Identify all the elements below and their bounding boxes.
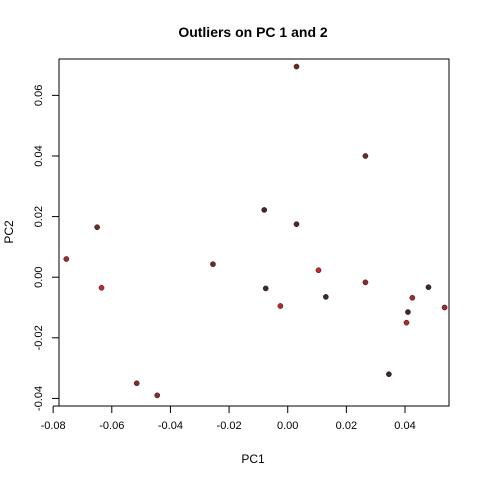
data-point <box>98 284 105 291</box>
data-point <box>293 63 300 70</box>
data-point <box>262 285 269 292</box>
data-point <box>441 304 448 311</box>
y-tick-label: 0.06 <box>33 85 45 106</box>
data-point <box>293 221 300 228</box>
data-point <box>322 294 329 300</box>
data-point <box>261 207 268 213</box>
x-tick-label: 0.04 <box>394 420 415 432</box>
data-point <box>362 153 369 159</box>
y-axis-label: PC2 <box>2 220 16 244</box>
data-points <box>63 63 448 399</box>
x-tick-label: 0.00 <box>277 420 298 432</box>
data-point <box>63 256 70 262</box>
data-point <box>386 371 392 378</box>
x-axis-label: PC1 <box>241 452 265 466</box>
data-point <box>403 319 410 326</box>
plot-frame <box>58 58 450 407</box>
y-tick-label: -0.04 <box>33 386 45 411</box>
data-point <box>154 392 161 399</box>
x-tick-label: -0.06 <box>99 420 124 432</box>
x-tick-label: -0.02 <box>217 420 242 432</box>
data-point <box>315 267 322 274</box>
data-point <box>277 303 284 309</box>
data-point <box>94 224 100 231</box>
y-axis: -0.04 -0.02 0.00 0.02 0.04 0.06 <box>33 85 60 411</box>
data-point <box>405 309 411 315</box>
y-tick-label: 0.02 <box>33 206 45 227</box>
y-tick-label: 0.04 <box>33 145 45 166</box>
data-point <box>133 380 140 387</box>
data-point <box>362 279 369 286</box>
x-axis: -0.08 -0.06 -0.04 -0.02 0.00 0.02 0.04 <box>41 405 416 432</box>
x-tick-label: 0.02 <box>336 420 357 432</box>
data-point <box>210 261 216 268</box>
x-tick-label: -0.04 <box>158 420 183 432</box>
chart-title: Outliers on PC 1 and 2 <box>178 24 328 40</box>
x-tick-label: -0.08 <box>41 420 66 432</box>
y-tick-label: -0.02 <box>33 325 45 350</box>
y-tick-label: 0.00 <box>33 266 45 287</box>
data-point <box>409 294 416 301</box>
data-point <box>425 284 432 291</box>
